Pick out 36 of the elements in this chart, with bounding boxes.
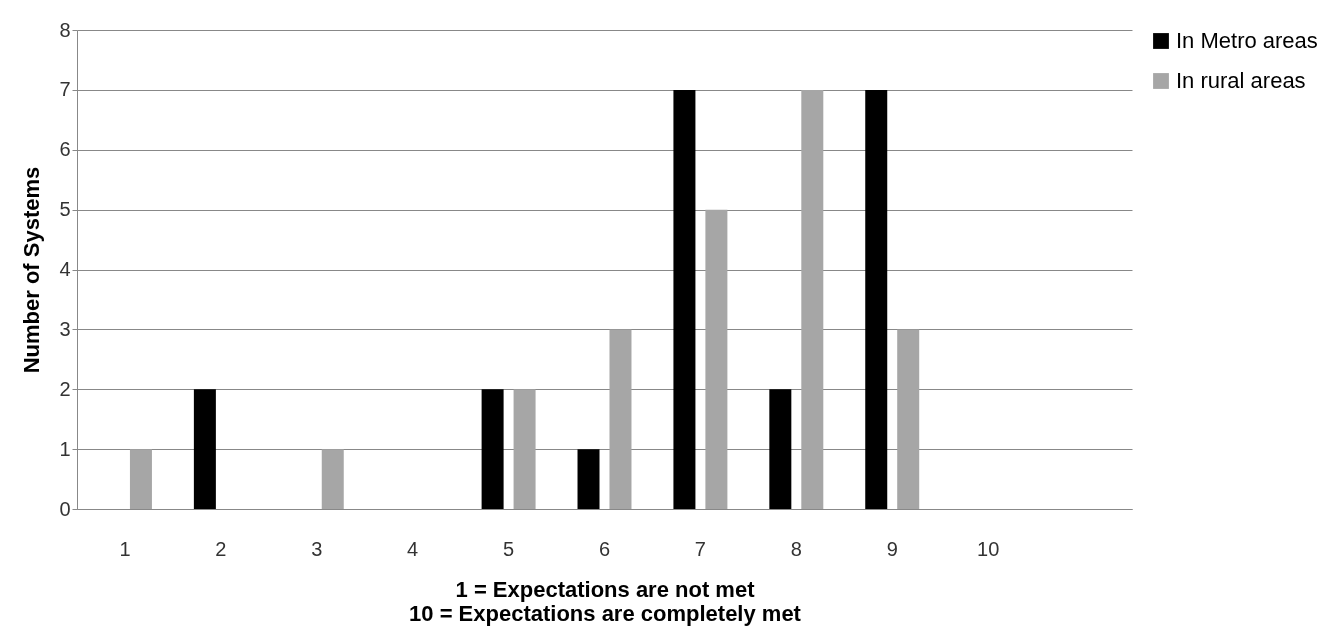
bar (577, 449, 600, 509)
legend-label: In Metro areas (1176, 28, 1318, 53)
x-tick-label: 8 (790, 537, 802, 560)
legend-label: In rural areas (1176, 68, 1306, 93)
bar (801, 89, 824, 509)
bar (865, 89, 888, 509)
y-tick-label: 1 (59, 437, 71, 460)
bar (705, 209, 728, 509)
bar (481, 389, 504, 509)
y-tick-label: 4 (59, 258, 71, 280)
bar (769, 389, 792, 509)
bar (673, 89, 696, 509)
y-tick-label: 8 (59, 18, 71, 41)
bar (897, 329, 920, 509)
y-tick-label: 2 (59, 377, 71, 400)
x-tick-label: 5 (503, 537, 515, 560)
x-tick-label: 6 (598, 537, 611, 560)
x-tick-label: 10 (977, 537, 1000, 560)
bar (193, 389, 216, 509)
y-tick-label: 5 (59, 198, 71, 221)
x-tick-label: 2 (215, 537, 227, 560)
bar (513, 389, 536, 509)
x-tick-label: 4 (407, 537, 419, 560)
x-tick-label: 1 (119, 537, 131, 560)
y-axis-title: Number of Systems (19, 166, 45, 374)
bar (129, 449, 152, 509)
x-tick-label: 3 (311, 537, 323, 560)
y-tick-label: 7 (59, 78, 71, 101)
x-tick-label: 9 (886, 537, 898, 560)
y-tick-label: 3 (59, 317, 71, 340)
bar (321, 449, 344, 509)
y-tick-label: 6 (59, 138, 71, 161)
x-tick-label: 7 (694, 537, 706, 560)
y-tick-label: 0 (59, 497, 71, 520)
x-axis-title: 1 = Expectations are not met 10 = Expectations are completely met (409, 576, 802, 626)
bar (609, 329, 632, 509)
